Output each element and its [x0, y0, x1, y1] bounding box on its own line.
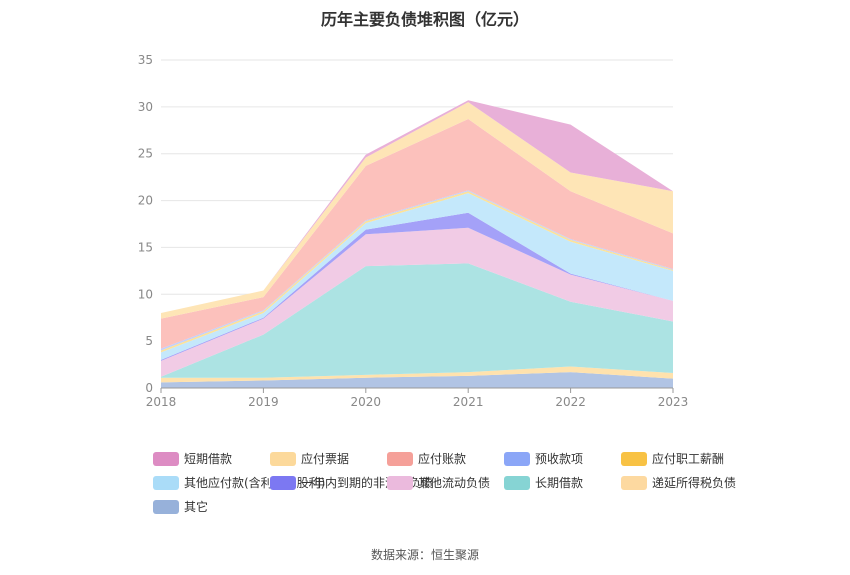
legend-swatch	[270, 451, 296, 466]
legend-item[interactable]: 预收款项	[504, 450, 583, 467]
legend-swatch	[387, 475, 413, 490]
legend-item[interactable]: 递延所得税负债	[621, 474, 736, 491]
legend-item[interactable]: 其他流动负债	[387, 474, 490, 491]
x-tick-label: 2022	[555, 395, 586, 409]
x-tick-label: 2020	[351, 395, 382, 409]
legend-swatch	[387, 451, 413, 466]
area-series	[161, 100, 673, 314]
data-source-note: 数据来源：恒生聚源	[370, 548, 479, 562]
y-tick-label: 30	[138, 100, 153, 114]
x-tick-label: 2019	[248, 395, 279, 409]
legend-label: 预收款项	[535, 452, 584, 466]
legend-swatch	[504, 475, 530, 490]
legend-label: 短期借款	[184, 452, 233, 466]
legend-swatch	[504, 451, 530, 466]
legend-swatch	[621, 451, 647, 466]
legend-label: 递延所得税负债	[652, 476, 737, 490]
legend-item[interactable]: 应付账款	[387, 450, 466, 467]
x-tick-label: 2021	[453, 395, 484, 409]
y-tick-label: 0	[145, 381, 153, 395]
legend-item[interactable]: 其它	[153, 498, 208, 515]
y-tick-label: 5	[145, 334, 153, 348]
legend-label: 应付职工薪酬	[652, 452, 725, 466]
legend-label: 应付账款	[418, 452, 467, 466]
legend-swatch	[153, 451, 179, 466]
area-series	[161, 102, 673, 319]
area-series	[161, 372, 673, 388]
y-tick-label: 10	[138, 287, 153, 301]
legend-swatch	[153, 475, 179, 490]
x-tick-label: 2023	[658, 395, 689, 409]
y-tick-label: 35	[138, 53, 153, 67]
legend-swatch	[270, 475, 296, 490]
legend-item[interactable]: 长期借款	[504, 474, 583, 491]
legend-item[interactable]: 应付职工薪酬	[621, 450, 724, 467]
area-series	[161, 193, 673, 360]
stacked-area-chart: 0 5 10 15 20 25 30 35 2018 2019 2020 2021 2022 2023	[138, 53, 689, 409]
legend-swatch	[621, 475, 647, 490]
area-series	[161, 263, 673, 378]
area-series	[161, 227, 673, 377]
legend-item[interactable]: 短期借款	[153, 450, 232, 467]
legend-label: 其它	[184, 500, 209, 514]
chart-title: 历年主要负债堆积图（亿元）	[320, 10, 529, 29]
legend-label: 应付票据	[301, 452, 350, 466]
area-series	[161, 366, 673, 383]
legend-swatch	[153, 499, 179, 514]
area-series	[161, 119, 673, 349]
legend-label: 长期借款	[535, 476, 584, 490]
y-tick-label: 15	[138, 240, 153, 254]
x-tick-label: 2018	[146, 395, 177, 409]
y-tick-label: 20	[138, 194, 153, 208]
legend-item[interactable]: 应付票据	[270, 450, 349, 467]
y-tick-label: 25	[138, 147, 153, 161]
legend-label: 其他流动负债	[418, 476, 491, 490]
